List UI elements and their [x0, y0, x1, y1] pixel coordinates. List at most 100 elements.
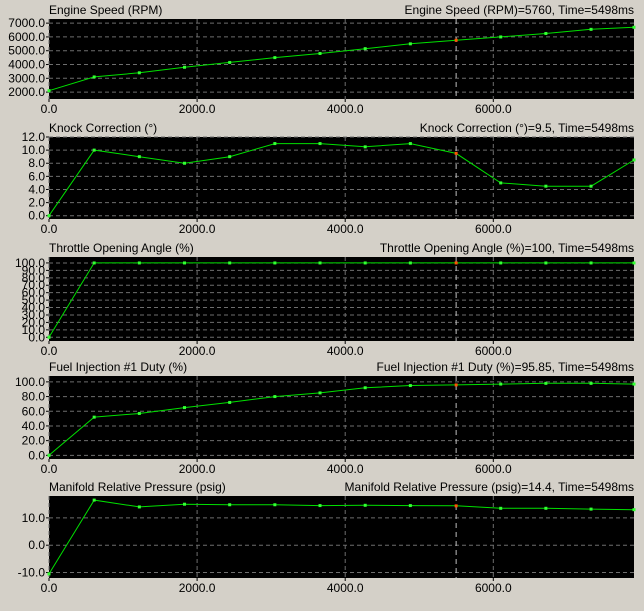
chart-panel-2: Knock Correction (°) Knock Correction (°)… [22, 121, 636, 236]
y-tick-label: 70.0 [22, 278, 46, 292]
data-point [408, 142, 412, 146]
cursor-data-point [454, 151, 458, 155]
chart-title: Fuel Injection #1 Duty (%) [49, 360, 187, 374]
data-point [137, 411, 141, 415]
data-point [228, 503, 232, 507]
data-point [183, 65, 187, 69]
y-tick-label: 6.0 [28, 169, 45, 183]
chart-title: Knock Correction (°) [49, 121, 157, 135]
y-tick-label: 0.0 [28, 330, 45, 344]
data-point [47, 453, 51, 457]
cursor-data-point [454, 504, 458, 508]
y-tick-label: 10.0 [22, 323, 46, 337]
series-line [48, 262, 634, 338]
chart-panel-3: Throttle Opening Angle (%) Throttle Openi… [15, 241, 636, 358]
data-point [273, 261, 277, 265]
chart-title: Engine Speed (RPM) [49, 3, 162, 17]
y-tick-label: 80.0 [22, 271, 46, 285]
y-tick-label: 6000.0 [8, 30, 45, 44]
x-tick-label: 0.0 [41, 344, 58, 358]
data-point [318, 51, 322, 55]
data-point [183, 406, 187, 410]
y-tick-label: 8.0 [28, 156, 45, 170]
x-tick-label: 4000.0 [327, 222, 364, 236]
x-tick-label: 4000.0 [327, 344, 364, 358]
data-point [92, 415, 96, 419]
data-point [363, 386, 367, 390]
y-tick-label: 3000.0 [8, 71, 45, 85]
y-tick-label: 4.0 [28, 182, 45, 196]
data-point [273, 56, 277, 60]
data-point [363, 503, 367, 507]
chart-title: Throttle Opening Angle (%) [49, 241, 194, 255]
data-point [47, 572, 51, 576]
series-line [48, 499, 635, 575]
y-tick-label: 2.0 [28, 196, 45, 210]
x-tick-label: 0.0 [41, 102, 58, 116]
data-point [228, 155, 232, 159]
data-point [183, 502, 187, 506]
data-point [499, 261, 503, 265]
data-point [92, 148, 96, 152]
y-tick-label: 100.0 [15, 375, 45, 389]
cursor-readout: Manifold Relative Pressure (psig)=14.4, … [345, 480, 634, 494]
x-tick-label: 4000.0 [327, 581, 364, 595]
data-point [273, 395, 277, 399]
y-tick-label: 10.0 [22, 143, 46, 157]
data-point [589, 507, 593, 511]
data-point [137, 505, 141, 509]
data-point [137, 261, 141, 265]
data-point [92, 498, 96, 502]
data-point [228, 400, 232, 404]
x-tick-label: 0.0 [41, 462, 58, 476]
y-tick-label: 5000.0 [8, 44, 45, 58]
data-point [589, 27, 593, 31]
data-point [408, 42, 412, 46]
plot-area [49, 19, 634, 99]
y-tick-label: 20.0 [22, 434, 46, 448]
data-point [47, 214, 51, 218]
data-point [183, 161, 187, 165]
y-tick-label: 12.0 [22, 130, 46, 144]
y-tick-label: 20.0 [22, 315, 46, 329]
data-point [589, 261, 593, 265]
data-point [544, 184, 548, 188]
data-point [408, 384, 412, 388]
chart-panel-4: Fuel Injection #1 Duty (%) Fuel Injection… [15, 360, 636, 476]
y-tick-label: 60.0 [22, 404, 46, 418]
y-tick-label: -10.0 [18, 566, 46, 580]
data-point [589, 381, 593, 385]
data-point [137, 155, 141, 159]
cursor-readout: Knock Correction (°)=9.5, Time=5498ms [420, 121, 634, 135]
x-tick-label: 2000.0 [179, 102, 216, 116]
y-tick-label: 7000.0 [8, 16, 45, 30]
data-point [228, 60, 232, 64]
cursor-readout: Throttle Opening Angle (%)=100, Time=549… [380, 241, 634, 255]
data-point [92, 75, 96, 79]
data-point [137, 71, 141, 75]
y-tick-label: 80.0 [22, 390, 46, 404]
data-point [632, 158, 636, 162]
plot-area [49, 376, 634, 459]
chart-panel-1: Engine Speed (RPM) Engine Speed (RPM)=576… [8, 3, 636, 116]
cursor-readout: Engine Speed (RPM)=5760, Time=5498ms [405, 3, 634, 17]
data-point [632, 261, 636, 265]
data-point [318, 391, 322, 395]
data-point [408, 261, 412, 265]
x-tick-label: 6000.0 [475, 462, 512, 476]
y-tick-label: 4000.0 [8, 58, 45, 72]
x-tick-label: 2000.0 [179, 344, 216, 358]
x-tick-label: 0.0 [41, 581, 58, 595]
y-tick-label: 100.0 [15, 256, 45, 270]
data-point [632, 382, 636, 386]
data-point [273, 503, 277, 507]
y-tick-label: 30.0 [22, 308, 46, 322]
data-point [632, 25, 636, 29]
data-point [363, 261, 367, 265]
plot-area [49, 137, 634, 219]
data-point [47, 335, 51, 339]
x-tick-label: 0.0 [41, 222, 58, 236]
chart-panel-5: Manifold Relative Pressure (psig) Manifol… [18, 480, 636, 595]
